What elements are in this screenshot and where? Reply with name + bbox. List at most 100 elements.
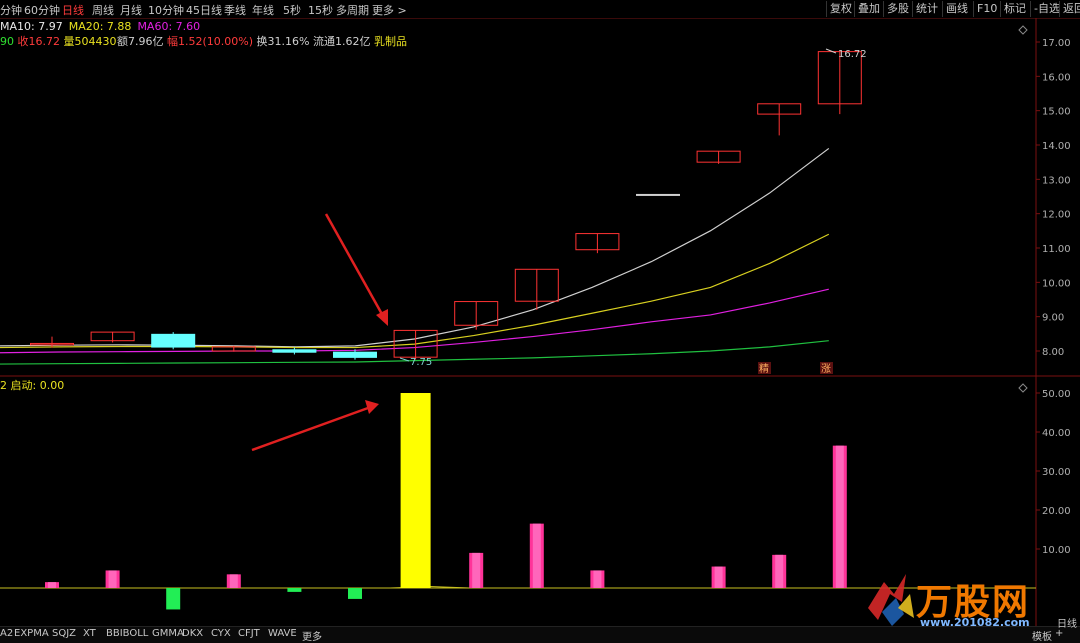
annotation-arrow bbox=[251, 406, 369, 452]
quote-close: 收16.72 bbox=[17, 35, 61, 48]
indicator-tab-10[interactable]: 更多 bbox=[302, 632, 322, 643]
high-price-label: 16.72 bbox=[838, 49, 867, 60]
toolbar-button-2[interactable]: 多股 bbox=[883, 1, 912, 17]
indicator-tabs: A2 EXPMA SQJZ XT BBIBOLL GMMA DKX CYX CFJT WAVE 更多… bbox=[0, 619, 1080, 643]
period-toolbar: 分钟 60分钟 日线 周线 月线 10分钟 45日线 季线 年线 5秒 15秒 多周期 更多 > 复权 叠加… bbox=[0, 0, 1080, 19]
indicator-bar-highlight bbox=[775, 554, 784, 588]
indicator-tick-label: 10.00 bbox=[1042, 545, 1071, 556]
indicator-tab-5[interactable]: GMMA bbox=[152, 628, 184, 639]
quote-info: 90 收16.72 量504430 额7.96亿 幅1.52(10.00%) 换… bbox=[0, 33, 407, 49]
toolbar-button-5[interactable]: F10 bbox=[973, 1, 1000, 17]
ma-legend-item-0: MA10: 7.97 bbox=[0, 20, 63, 33]
indicator-bar bbox=[166, 588, 181, 610]
indicator-bar bbox=[400, 393, 431, 588]
toolbar-button-4[interactable]: 画线 bbox=[942, 1, 971, 17]
indicator-tab-4[interactable]: BBIBOLL bbox=[106, 628, 149, 639]
candle-body bbox=[636, 193, 680, 196]
ma-line-ma120 bbox=[0, 340, 829, 365]
period-tab-9[interactable]: 5秒 bbox=[283, 4, 301, 17]
toolbar-button-1[interactable]: 叠加 bbox=[854, 1, 883, 17]
period-tab-0[interactable]: 分钟 bbox=[0, 4, 22, 17]
indicator-tab-3[interactable]: XT bbox=[83, 628, 96, 639]
kline-chart[interactable]: 8.00 9.00 10.00 11.00 12.00 13.00 14.00 15.00 16… bbox=[0, 0, 1080, 626]
price-tick-label: 10.00 bbox=[1042, 278, 1071, 289]
candle-body bbox=[333, 351, 377, 358]
toolbar-button-3[interactable]: 统计 bbox=[912, 1, 941, 17]
quote-prefix: 90 bbox=[0, 35, 14, 48]
annotation-arrowhead bbox=[376, 309, 388, 326]
quote-sector[interactable]: 乳制品 bbox=[373, 35, 407, 48]
bottom-right-item-1[interactable]: + bbox=[1055, 628, 1064, 639]
quote-float: 流通1.62亿 bbox=[312, 35, 371, 48]
period-tab-6[interactable]: 45日线 bbox=[186, 4, 222, 17]
ma-legend-item-1: MA20: 7.88 bbox=[68, 20, 132, 33]
low-price-label: 7.75 bbox=[410, 357, 432, 368]
candle-body bbox=[575, 233, 620, 251]
indicator-tab-9[interactable]: WAVE bbox=[268, 628, 297, 639]
toolbar-button-0[interactable]: 复权 bbox=[826, 1, 855, 17]
price-tick-label: 11.00 bbox=[1042, 244, 1071, 255]
toolbar-button-6[interactable]: 标记 bbox=[1000, 1, 1029, 17]
ma-line-ma20 bbox=[0, 233, 830, 349]
candle-body bbox=[514, 268, 559, 302]
price-tick-label: 13.00 bbox=[1042, 175, 1071, 186]
period-tab-2[interactable]: 日线 bbox=[62, 4, 84, 17]
toolbar-button-8[interactable]: 返回 bbox=[1059, 1, 1080, 17]
indicator-tick-label: 50.00 bbox=[1042, 389, 1071, 400]
indicator-bar-highlight bbox=[532, 523, 541, 588]
bottom-right-item-0[interactable]: 模板 bbox=[1032, 632, 1052, 643]
period-tab-10[interactable]: 15秒 bbox=[308, 4, 333, 17]
indicator-bar-highlight bbox=[593, 570, 602, 588]
period-tab-7[interactable]: 季线 bbox=[224, 4, 246, 17]
indicator-label: 启动: 0.00 bbox=[10, 379, 65, 392]
candle-body bbox=[393, 329, 438, 358]
indicator-tab-1[interactable]: EXPMA bbox=[14, 628, 49, 639]
low-pointer bbox=[399, 357, 410, 362]
bottom-right-item-2[interactable]: 日线 bbox=[1057, 619, 1077, 630]
candle-body bbox=[272, 349, 317, 353]
quote-volume: 量504430 bbox=[63, 35, 117, 48]
annotation-arrow bbox=[324, 213, 385, 317]
diamond-icon bbox=[1018, 383, 1028, 393]
indicator-tab-6[interactable]: DKX bbox=[182, 628, 204, 639]
period-tab-1[interactable]: 60分钟 bbox=[24, 4, 60, 17]
ma-legend: MA10: 7.97 MA20: 7.88 MA60: 7.60 bbox=[0, 20, 206, 33]
indicator-bar-highlight bbox=[835, 445, 844, 588]
candle-body bbox=[90, 331, 135, 342]
period-tab-11[interactable]: 多周期 bbox=[336, 4, 369, 17]
indicator-bar-highlight bbox=[472, 552, 481, 588]
marker-label: 涨 bbox=[821, 363, 831, 375]
price-tick-label: 12.00 bbox=[1042, 210, 1071, 221]
period-tab-3[interactable]: 周线 bbox=[92, 4, 114, 17]
candle-body bbox=[211, 346, 256, 352]
indicator-bar-highlight bbox=[48, 582, 56, 588]
indicator-tick-label: 40.00 bbox=[1042, 428, 1071, 439]
quote-amount: 额7.96亿 bbox=[117, 35, 164, 48]
indicator-bar bbox=[348, 588, 362, 599]
candle-body bbox=[817, 51, 862, 105]
ma-legend-item-2: MA60: 7.60 bbox=[137, 20, 201, 33]
period-tab-5[interactable]: 10分钟 bbox=[148, 4, 184, 17]
indicator-tab-7[interactable]: CYX bbox=[211, 628, 231, 639]
watermark-url: www.201082.com bbox=[920, 616, 1030, 629]
period-tab-8[interactable]: 年线 bbox=[252, 4, 274, 17]
period-tab-4[interactable]: 月线 bbox=[120, 4, 142, 17]
period-tab-12[interactable]: 更多 > bbox=[372, 4, 407, 17]
price-tick-label: 9.00 bbox=[1042, 313, 1064, 324]
marker-bg bbox=[820, 362, 833, 374]
diamond-icon bbox=[1018, 25, 1028, 35]
candle-body bbox=[696, 150, 741, 163]
ma-line-ma60 bbox=[0, 288, 829, 354]
indicator-prefix: 2 bbox=[0, 379, 7, 392]
candle-body bbox=[757, 103, 802, 115]
candle-body bbox=[151, 333, 196, 348]
toolbar-button-7[interactable]: -自选 bbox=[1030, 1, 1063, 17]
indicator-tab-8[interactable]: CFJT bbox=[238, 628, 260, 639]
ma-line-ma10 bbox=[0, 147, 830, 348]
indicator-tab-2[interactable]: SQJZ bbox=[52, 628, 77, 639]
candle-body bbox=[454, 301, 499, 326]
marker-bg bbox=[758, 362, 771, 374]
annotation-arrowhead bbox=[365, 400, 379, 414]
indicator-legend: 2 启动: 0.00 bbox=[0, 377, 64, 393]
indicator-tab-0[interactable]: A2 bbox=[0, 628, 14, 639]
